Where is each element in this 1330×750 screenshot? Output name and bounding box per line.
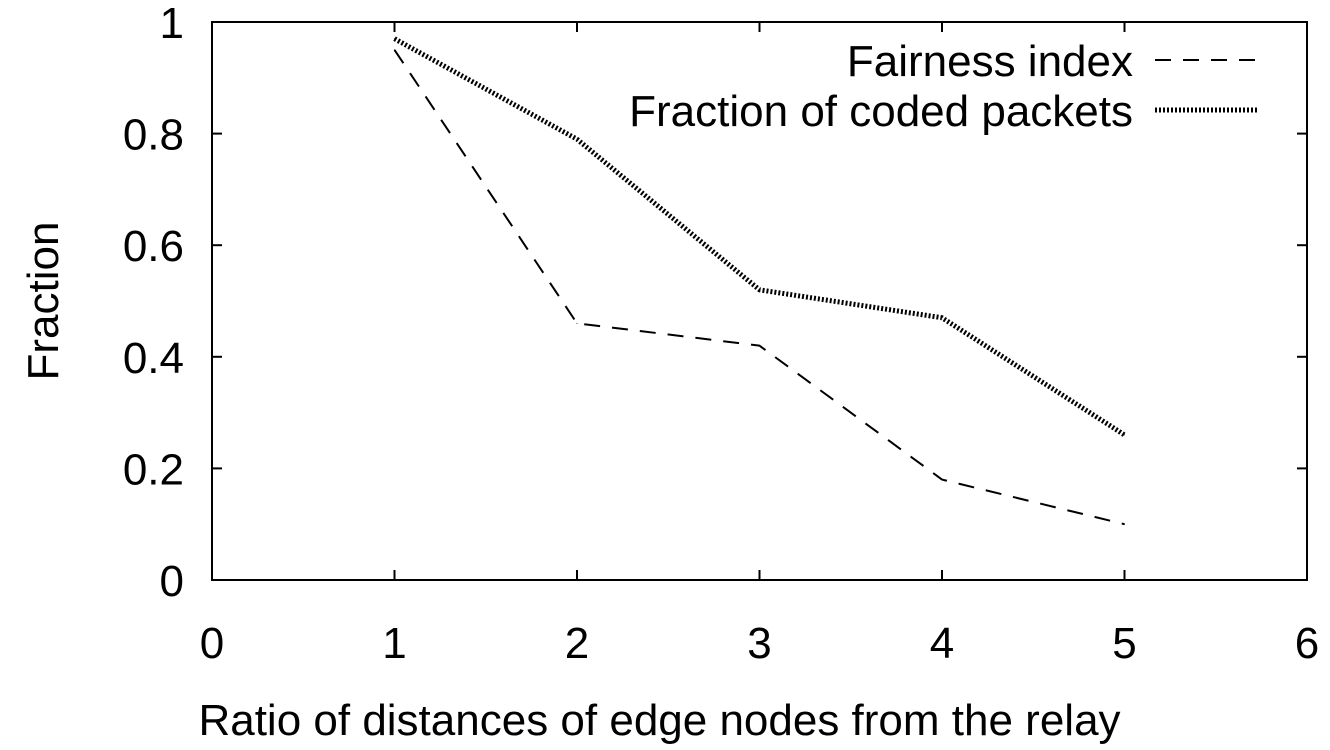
x-tick-label: 1 — [382, 619, 406, 668]
y-tick-label: 0 — [160, 557, 184, 606]
y-tick-label: 0.4 — [123, 334, 184, 383]
data-point — [394, 49, 395, 51]
y-tick-label: 1 — [160, 0, 184, 48]
data-point — [1124, 523, 1125, 525]
x-tick-label: 2 — [565, 619, 589, 668]
x-tick-label: 6 — [1295, 619, 1319, 668]
data-point — [576, 322, 578, 324]
x-tick-label: 5 — [1112, 619, 1136, 668]
data-point — [759, 289, 760, 291]
series-layer — [393, 36, 1126, 526]
x-axis-title: Ratio of distances of edge nodes from th… — [198, 696, 1120, 745]
data-point — [576, 138, 578, 140]
y-tick-label: 0.6 — [123, 222, 184, 271]
y-axis-title: Fraction — [19, 222, 68, 381]
legend-label: Fairness index — [847, 37, 1133, 86]
x-tick-label: 3 — [747, 619, 771, 668]
x-tick-label: 0 — [200, 619, 224, 668]
y-tick-label: 0.2 — [123, 445, 184, 494]
data-point — [941, 317, 943, 319]
data-point — [1124, 434, 1125, 436]
data-point — [759, 345, 760, 347]
axes: 0 1 2 3 4 5 6 0 0.2 0.4 0.6 0.8 1 — [123, 0, 1319, 668]
y-tick-label: 0.8 — [123, 111, 184, 160]
legend-label: Fraction of coded packets — [629, 87, 1133, 136]
x-tick-label: 4 — [930, 619, 954, 668]
data-point — [941, 479, 943, 481]
data-point — [394, 38, 395, 40]
